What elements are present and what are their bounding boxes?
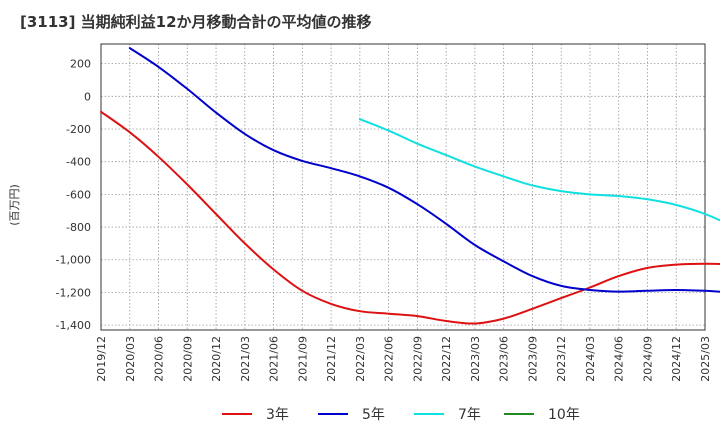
x-tick-label: 2019/12 [95,336,108,382]
x-tick-label: 2025/03 [699,336,712,382]
x-tick-label: 2020/03 [124,336,137,382]
y-tick-label: -1,400 [56,319,91,332]
series-group [100,47,720,325]
y-axis: 200 0 -200 -400 -600 -800 -1,000 -1,200 -1,400 [56,58,91,332]
y-tick-label: -1,200 [56,286,91,299]
x-tick-label: 2021/12 [325,336,338,382]
legend-label-3: 7年 [458,407,481,423]
x-tick-label: 2023/03 [469,336,482,382]
y-tick-label: -200 [66,123,91,136]
x-tick-label: 2024/03 [584,336,597,382]
legend-label-1: 3年 [266,407,289,423]
x-tick-label: 2020/09 [181,336,194,382]
series-line-3 [358,118,720,222]
legend-label-2: 5年 [362,407,385,423]
series-line-1 [100,110,720,325]
x-tick-label: 2020/12 [210,336,223,382]
y-tick-label: -1,000 [56,254,91,267]
y-tick-label: -800 [66,221,91,234]
chart-title: [3113] 当期純利益12か月移動合計の平均値の推移 [20,13,372,31]
y-tick-label: 0 [84,90,91,103]
x-tick-label: 2022/03 [354,336,367,382]
x-tick-label: 2021/09 [296,336,309,382]
x-axis: 2019/12 2020/03 2020/06 2020/09 2020/12 2021/… [95,336,712,382]
series-line-2 [128,47,720,293]
y-axis-label: (百万円) [8,184,21,226]
x-tick-label: 2022/12 [440,336,453,382]
x-tick-label: 2022/06 [383,336,396,382]
x-tick-label: 2024/06 [613,336,626,382]
y-tick-label: -600 [66,188,91,201]
grid [100,44,706,330]
x-tick-label: 2021/03 [239,336,252,382]
x-tick-label: 2021/06 [268,336,281,382]
x-tick-label: 2020/06 [153,336,166,382]
x-tick-label: 2022/09 [411,336,424,382]
y-tick-label: -400 [66,156,91,169]
x-tick-label: 2024/12 [670,336,683,382]
y-tick-label: 200 [70,58,91,71]
x-tick-label: 2023/12 [555,336,568,382]
legend-label-4: 10年 [548,407,580,423]
x-tick-label: 2024/09 [641,336,654,382]
x-tick-label: 2023/06 [498,336,511,382]
x-tick-label: 2023/09 [526,336,539,382]
plot-area [100,43,706,331]
legend: 3年 5年 7年 10年 [222,407,580,423]
